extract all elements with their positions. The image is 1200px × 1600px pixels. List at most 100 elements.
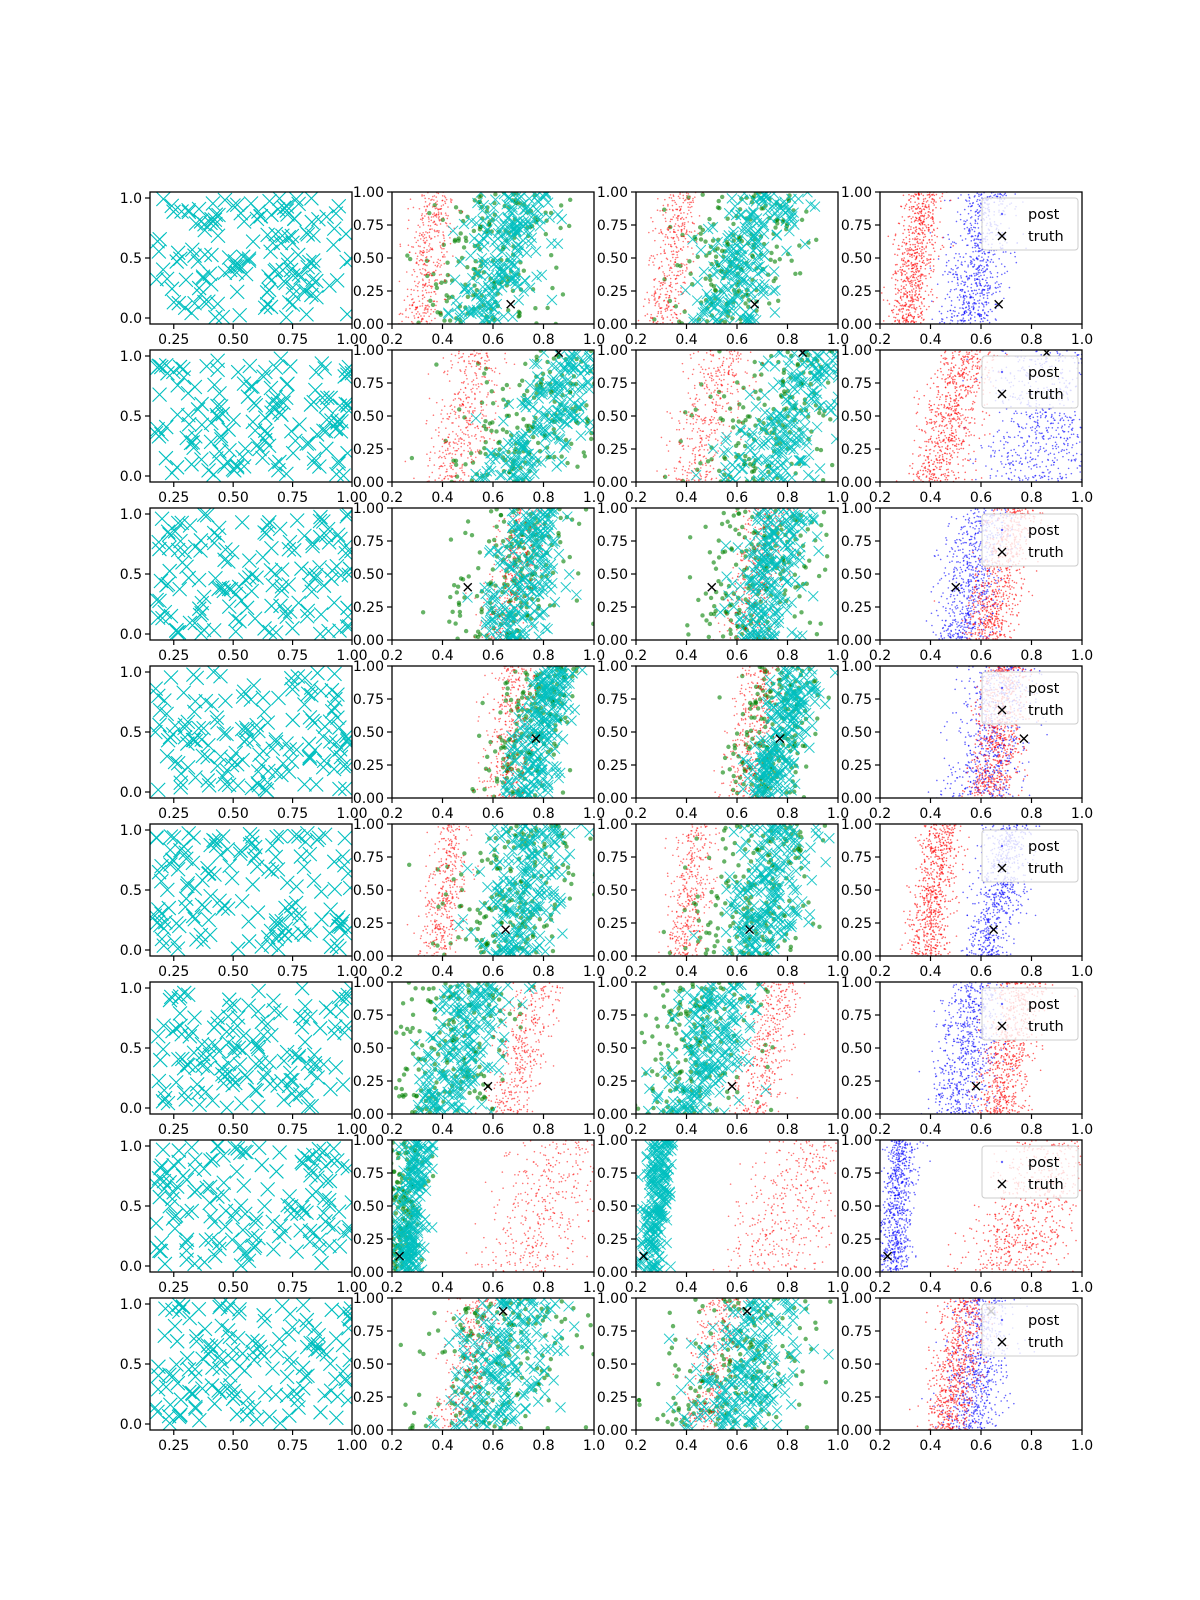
posterior-point-red <box>904 261 907 263</box>
posterior-point-red <box>415 313 418 315</box>
posterior-point-blue <box>976 198 979 201</box>
posterior-point-red <box>900 259 903 261</box>
posterior-point-red <box>509 387 511 389</box>
posterior-point-blue <box>987 302 990 304</box>
posterior-point-blue <box>969 202 971 205</box>
posterior-point-red <box>919 217 921 220</box>
posterior-point-red <box>437 217 440 219</box>
posterior-point-green <box>533 306 538 311</box>
posterior-point-red <box>728 373 730 376</box>
posterior-point-red <box>689 211 692 214</box>
posterior-point-blue <box>968 302 970 304</box>
y-tick-label: 1.0 <box>120 349 142 365</box>
posterior-point-red <box>903 293 906 295</box>
prior-sample-marker <box>279 466 294 482</box>
posterior-sample-cyan <box>718 447 730 458</box>
posterior-sample-cyan <box>470 412 482 424</box>
posterior-point-red <box>911 270 914 273</box>
posterior-point-red <box>405 271 408 273</box>
prior-sample-marker <box>183 435 199 451</box>
posterior-point-red <box>689 195 691 198</box>
posterior-point-blue <box>968 200 970 202</box>
posterior-point-green <box>715 246 720 251</box>
posterior-point-red <box>423 251 426 253</box>
prior-sample-marker <box>172 359 188 375</box>
posterior-point-red <box>667 237 669 239</box>
posterior-point-blue <box>979 284 981 286</box>
posterior-sample-cyan <box>708 261 719 272</box>
posterior-point-red <box>466 421 468 424</box>
posterior-point-green <box>698 231 703 236</box>
posterior-sample-cyan <box>483 270 495 281</box>
posterior-point-blue <box>941 320 943 323</box>
posterior-point-red <box>673 243 676 245</box>
posterior-point-red <box>717 450 719 452</box>
posterior-point-red <box>682 201 685 204</box>
posterior-point-red <box>682 281 684 284</box>
posterior-point-red <box>413 477 415 480</box>
posterior-point-red <box>715 401 718 403</box>
posterior-point-blue <box>950 304 953 307</box>
posterior-point-red <box>425 236 427 239</box>
posterior-point-red <box>443 442 446 445</box>
posterior-point-red <box>646 291 649 294</box>
posterior-point-red <box>405 316 407 318</box>
posterior-sample-cyan <box>719 305 731 317</box>
posterior-point-blue <box>953 241 956 244</box>
posterior-point-red <box>718 357 721 360</box>
y-tick-label: 0.25 <box>353 442 384 458</box>
posterior-point-blue <box>997 193 999 195</box>
x-tick-label: 1.0 <box>583 490 605 506</box>
posterior-point-red <box>916 248 919 251</box>
posterior-point-red <box>686 418 688 421</box>
posterior-point-blue <box>968 293 971 296</box>
posterior-point-red <box>440 456 443 459</box>
posterior-point-red <box>921 283 924 285</box>
posterior-point-red <box>925 217 928 220</box>
posterior-point-blue <box>959 296 962 298</box>
posterior-point-red <box>732 360 735 363</box>
posterior-point-red <box>444 222 447 224</box>
posterior-point-blue <box>979 260 982 262</box>
posterior-point-red <box>425 308 427 311</box>
posterior-point-red <box>901 305 903 307</box>
posterior-point-red <box>436 300 438 303</box>
posterior-point-blue <box>963 311 966 314</box>
posterior-point-red <box>697 408 700 411</box>
posterior-point-red <box>703 387 706 390</box>
posterior-point-red <box>705 464 707 467</box>
prior-sample-marker <box>170 377 186 393</box>
posterior-point-red <box>454 393 457 396</box>
posterior-point-red <box>700 467 702 469</box>
posterior-point-red <box>442 231 444 233</box>
posterior-point-red <box>915 293 917 295</box>
posterior-point-blue <box>981 252 984 255</box>
posterior-point-blue <box>999 285 1001 288</box>
posterior-point-red <box>681 223 684 225</box>
posterior-point-red <box>699 429 702 432</box>
y-tick-label: 0.25 <box>353 284 384 300</box>
posterior-point-blue <box>962 320 965 323</box>
posterior-point-red <box>901 253 904 255</box>
posterior-point-red <box>469 447 471 449</box>
posterior-point-red <box>692 423 695 425</box>
posterior-point-red <box>467 396 469 398</box>
posterior-point-red <box>462 352 465 355</box>
posterior-point-blue <box>965 306 968 308</box>
posterior-point-red <box>911 289 913 291</box>
posterior-point-red <box>921 229 923 232</box>
posterior-point-red <box>433 220 435 223</box>
posterior-point-blue <box>956 282 959 284</box>
posterior-sample-cyan <box>758 219 769 230</box>
posterior-point-red <box>488 359 490 361</box>
posterior-point-red <box>470 388 472 391</box>
prior-sample-marker <box>158 419 174 435</box>
posterior-point-red <box>417 263 420 266</box>
posterior-point-green <box>775 298 781 303</box>
posterior-point-red <box>904 301 907 304</box>
posterior-point-red <box>421 298 424 300</box>
posterior-point-blue <box>998 258 1000 260</box>
posterior-point-green <box>517 310 522 316</box>
posterior-point-blue <box>969 309 971 312</box>
posterior-point-red <box>423 237 426 240</box>
